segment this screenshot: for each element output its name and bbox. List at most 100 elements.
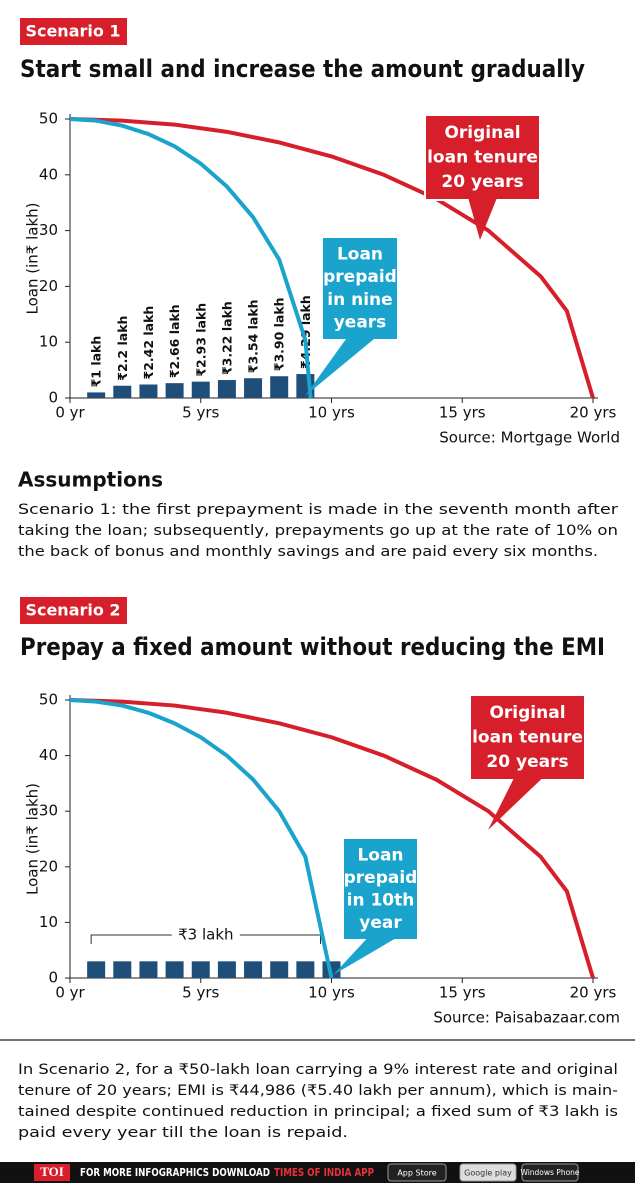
annotation-pointer	[333, 939, 395, 975]
annotation-box	[424, 114, 541, 201]
prepayment-bar	[165, 961, 184, 978]
chart-title: Start small and increase the amount grad…	[20, 55, 585, 83]
annotation-box	[342, 837, 419, 941]
store-badge[interactable]	[387, 1163, 447, 1182]
prepayment-bar	[270, 961, 289, 978]
prepayment-bar	[87, 961, 106, 978]
annotation-text: Original	[444, 123, 520, 143]
annotation-text: Loan	[337, 244, 383, 264]
store-badge[interactable]	[459, 1163, 517, 1182]
prepayment-bar	[87, 392, 106, 398]
loan-curve	[69, 117, 313, 399]
annotation-pointer	[488, 779, 542, 830]
bar-value-label: ₹2.2 lakh	[115, 316, 130, 381]
footer-logo: TOI	[40, 1164, 64, 1179]
y-axis-label: Loan (in₹ lakh)	[24, 203, 42, 315]
store-badge-label[interactable]: App Store	[397, 1169, 436, 1178]
scenario-badge	[20, 597, 127, 624]
prepayment-bar	[165, 383, 184, 398]
footer-logo-box	[34, 1164, 70, 1181]
store-badge-label[interactable]: Windows Phone	[520, 1168, 579, 1177]
scenario-badge	[20, 18, 127, 45]
prepayment-bar	[139, 961, 158, 978]
prepayment-bar	[296, 961, 315, 978]
loan-curve	[69, 698, 334, 979]
x-tick-label: 20 yrs	[570, 404, 617, 422]
x-tick-label: 15 yrs	[439, 984, 486, 1002]
bar-value-label: ₹3.22 lakh	[219, 301, 234, 375]
note-line: In Scenario 2, for a ₹50-lakh loan carry…	[18, 1062, 618, 1078]
y-tick-label: 30	[39, 221, 58, 239]
annotation-text: prepaid	[323, 267, 397, 287]
bar-value-label: ₹3.90 lakh	[272, 297, 287, 371]
annotation-text: prepaid	[344, 868, 418, 888]
store-badge-label[interactable]: Google play	[464, 1169, 512, 1178]
annotation-text: in nine	[327, 290, 392, 310]
annotation-pointer	[305, 339, 374, 396]
annotation-text: in 10th	[347, 890, 415, 910]
prepayment-bar	[217, 961, 236, 978]
bracket-label-bg	[171, 926, 240, 944]
annotation-box	[321, 236, 399, 341]
y-axis-label: Loan (in₹ lakh)	[24, 783, 42, 895]
chart-title: Prepay a fixed amount without reducing t…	[20, 633, 605, 661]
y-tick-label: 10	[39, 913, 58, 931]
prepayment-bar	[191, 961, 210, 978]
annotation-text: year	[359, 913, 402, 933]
annotation-text: loan tenure	[427, 148, 538, 168]
prepayment-bar	[244, 378, 263, 398]
bar-value-label: ₹3.54 lakh	[246, 299, 261, 373]
prepayment-bar	[113, 385, 132, 398]
footer-app: TIMES OF INDIA APP	[274, 1167, 374, 1179]
note-line: paid every year till the loan is repaid.	[18, 1125, 348, 1141]
annotation-text: Original	[489, 703, 565, 723]
x-tick-label: 5 yrs	[182, 984, 219, 1002]
y-tick-label: 50	[39, 691, 58, 709]
bar-value-label: ₹1 lakh	[89, 336, 104, 388]
note-line: tenure of 20 years; EMI is ₹44,986 (₹5.4…	[18, 1083, 618, 1099]
assumptions-heading: Assumptions	[18, 468, 163, 492]
annotation-text: 20 years	[441, 172, 523, 192]
assumptions-line: the back of bonus and monthly savings an…	[18, 544, 598, 560]
bar-value-label: ₹2.66 lakh	[167, 304, 182, 378]
scenario-label: Scenario 1	[25, 22, 120, 41]
y-tick-label: 0	[48, 389, 58, 407]
bar-value-label: ₹2.93 lakh	[193, 303, 208, 377]
bar-value-label: ₹4.29 lakh	[298, 295, 313, 369]
x-tick-label: 10 yrs	[308, 404, 355, 422]
x-tick-label: 0 yr	[55, 984, 85, 1002]
y-tick-label: 10	[39, 333, 58, 351]
store-badge[interactable]	[521, 1163, 579, 1182]
y-tick-label: 20	[39, 277, 58, 295]
annotation-text: loan tenure	[472, 728, 583, 748]
y-tick-label: 50	[39, 110, 58, 128]
loan-curve	[69, 117, 595, 399]
footer-text: FOR MORE INFOGRAPHICS DOWNLOAD	[80, 1167, 270, 1179]
bar-value-label: ₹2.42 lakh	[141, 306, 156, 380]
assumptions-line: Scenario 1: the first prepayment is made…	[18, 502, 618, 518]
scenario-label: Scenario 2	[25, 601, 120, 620]
loan-curve	[69, 698, 595, 979]
x-tick-label: 0 yr	[55, 404, 85, 422]
x-tick-label: 15 yrs	[439, 404, 486, 422]
prepayment-bar	[244, 961, 263, 978]
annotation-pointer	[468, 199, 497, 240]
prepayment-bar	[139, 384, 158, 398]
annotation-text: Loan	[357, 845, 403, 865]
y-tick-label: 0	[48, 969, 58, 987]
annotation-text: 20 years	[486, 752, 568, 772]
x-tick-label: 20 yrs	[570, 984, 617, 1002]
x-tick-label: 5 yrs	[182, 404, 219, 422]
y-tick-label: 20	[39, 857, 58, 875]
prepayment-bar	[217, 380, 236, 398]
bar-group-label: ₹3 lakh	[178, 926, 233, 944]
x-tick-label: 10 yrs	[308, 984, 355, 1002]
y-tick-label: 40	[39, 746, 58, 764]
annotation-text: years	[334, 313, 387, 333]
prepayment-bar	[270, 376, 289, 398]
prepayment-bar	[191, 381, 210, 398]
source: Source: Mortgage World	[439, 429, 620, 447]
source: Source: Paisabazaar.com	[433, 1009, 620, 1027]
prepayment-bar	[113, 961, 132, 978]
